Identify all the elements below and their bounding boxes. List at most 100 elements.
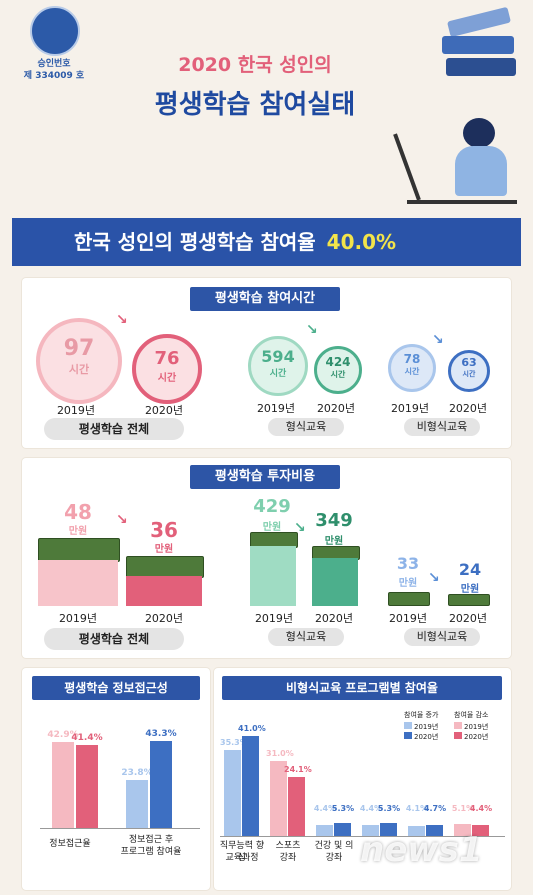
program-bar: [316, 825, 333, 836]
legend-dec-2020: 2020년: [464, 733, 489, 741]
year-2019: 2019년: [388, 612, 428, 625]
legend-inc-title: 참여율 증가: [404, 711, 439, 719]
cost-unit: 만원: [324, 536, 344, 547]
access-title: 평생학습 정보접근성: [32, 676, 200, 700]
group-label-formal: 형식교육: [268, 628, 344, 646]
cost-unit: 만원: [460, 584, 480, 595]
group-label-total: 평생학습 전체: [44, 628, 184, 650]
program-label: 건강 및 의: [314, 841, 354, 851]
year-2020: 2020년: [144, 404, 184, 417]
program-value-label: 31.0%: [266, 748, 294, 758]
cost-box-2019-formal: [250, 546, 296, 606]
program-bar: [288, 777, 305, 836]
program-label: 강좌: [279, 853, 297, 863]
banner-value: 40.0%: [326, 230, 397, 254]
program-value-label: 5.3%: [331, 804, 355, 813]
cost-2019-total: 48: [64, 500, 92, 524]
access-bar: [52, 742, 74, 828]
program-value-label: 4.4%: [313, 804, 337, 813]
cost-unit: 만원: [398, 578, 418, 589]
program-label: 교육과정: [225, 853, 259, 863]
programs-panel: [214, 668, 511, 890]
cost-2019-formal: 429: [253, 496, 291, 517]
cost-box-2020-total: [126, 576, 202, 606]
access-label-1: 정보접근율: [49, 839, 91, 849]
cash-stack-icon: [126, 556, 204, 578]
decrease-arrow-icon: ↘: [116, 512, 128, 528]
access-bar: [126, 780, 148, 828]
page-title: 평생학습 참여실태: [154, 90, 356, 120]
program-bar: [362, 825, 379, 836]
access-label-2b: 프로그램 참여율: [120, 847, 182, 857]
participation-banner: 한국 성인의 평생학습 참여율 40.0%: [12, 218, 521, 266]
program-bar: [242, 736, 259, 836]
access-label-2a: 정보접근 후: [128, 835, 174, 845]
cost-2020-total: 36: [150, 518, 178, 542]
decrease-arrow-icon: ↘: [294, 520, 306, 536]
banner-text: 한국 성인의 평생학습 참여율: [74, 230, 316, 254]
program-value-label: 4.7%: [423, 804, 447, 813]
program-value-label: 35.3%: [220, 738, 248, 748]
cost-2019-nonformal: 33: [396, 554, 420, 573]
hours-title: 평생학습 참여시간: [190, 287, 340, 311]
clock-2019-total: 97 시간: [36, 318, 122, 404]
program-label: 스포츠: [275, 841, 301, 851]
access-value-label: 42.9%: [47, 730, 79, 741]
program-value-label: 4.1%: [405, 804, 429, 813]
programs-title: 비형식교육 프로그램별 참여율: [222, 676, 502, 700]
seal-logo: [30, 6, 80, 56]
program-label: 강좌: [325, 853, 343, 863]
legend-dec-2019: 2019년: [464, 723, 489, 731]
books-illustration: [440, 6, 520, 80]
clock-2020-total: 76 시간: [132, 334, 202, 404]
access-value-label: 43.3%: [145, 729, 177, 740]
cost-box-2020-formal: [312, 558, 358, 606]
studying-person-illustration: [393, 112, 525, 212]
year-2019: 2019년: [390, 402, 430, 415]
cost-box-2019-total: [38, 560, 118, 606]
cash-stack-icon: [38, 538, 120, 562]
decrease-arrow-icon: ↘: [306, 322, 318, 338]
cost-2020-nonformal: 24: [458, 560, 482, 579]
program-bar: [380, 823, 397, 836]
decrease-arrow-icon: ↘: [116, 312, 128, 328]
legend-dec-title: 참여율 감소: [454, 711, 489, 719]
program-value-label: 41.0%: [238, 724, 266, 734]
title-year-line: 2020 한국 성인의: [178, 54, 332, 76]
program-bar: [454, 823, 471, 836]
program-value-label: 5.1%: [451, 804, 475, 813]
program-bar: [426, 824, 443, 836]
group-label-formal: 형식교육: [268, 418, 344, 436]
access-value-label: 23.8%: [121, 768, 153, 779]
program-value-label: 4.4%: [359, 804, 383, 813]
legend: 참여율 증가 참여율 감소 2019년 2020년 2019년 2020년: [404, 710, 504, 744]
access-chart: 42.9% 41.4% 23.8% 43.3%: [40, 716, 200, 829]
legend-inc-2020: 2020년: [414, 733, 439, 741]
legend-inc-2019: 2019년: [414, 723, 439, 731]
program-value-label: 24.1%: [284, 765, 312, 775]
year-2019: 2019년: [58, 612, 98, 625]
programs-chart: 35.3% 41.0% 31.0% 24.1% 4.4% 5.3% 4.4% 5.3% 4.1%…: [220, 720, 505, 837]
decrease-arrow-icon: ↘: [428, 570, 440, 586]
group-label-total: 평생학습 전체: [44, 418, 184, 440]
access-bar: [150, 741, 172, 828]
cost-title: 평생학습 투자비용: [190, 465, 340, 489]
clock-2020-nonformal: 63 시간: [448, 350, 490, 392]
program-bar: [334, 823, 351, 836]
cost-unit: 만원: [154, 544, 174, 555]
access-bar: [76, 745, 98, 828]
program-bar: [270, 760, 287, 836]
program-value-label: 5.3%: [377, 804, 401, 813]
news1-watermark: news1: [360, 830, 483, 870]
group-label-nonformal: 비형식교육: [404, 418, 480, 436]
programs-labels: 직무능력 향상 교육과정 스포츠 강좌 건강 및 의 강좌: [220, 840, 505, 870]
year-2019: 2019년: [254, 612, 294, 625]
year-2020: 2020년: [144, 612, 184, 625]
year-2020: 2020년: [314, 612, 354, 625]
year-2019: 2019년: [56, 404, 96, 417]
cost-unit: 만원: [262, 522, 282, 533]
program-bar: [408, 826, 425, 836]
clock-2020-formal: 424 시간: [314, 346, 362, 394]
year-2020: 2020년: [316, 402, 356, 415]
clock-2019-formal: 594 시간: [248, 336, 308, 396]
